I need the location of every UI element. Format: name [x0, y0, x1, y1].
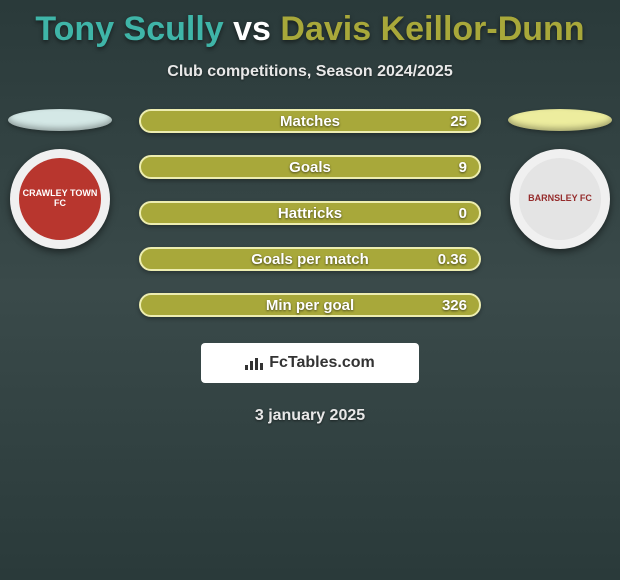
stat-row: Matches 25 [139, 109, 481, 133]
vs-text: vs [224, 10, 281, 48]
stat-value: 25 [450, 113, 467, 130]
date-text: 3 january 2025 [0, 407, 620, 425]
stat-rows: Matches 25 Goals 9 Hattricks 0 Goals per… [139, 109, 481, 317]
left-player-column: CRAWLEY TOWN FC [8, 109, 112, 249]
left-ellipse [8, 109, 112, 131]
right-player-column: BARNSLEY FC [508, 109, 612, 249]
stat-value: 0 [459, 205, 467, 222]
content-area: CRAWLEY TOWN FC BARNSLEY FC Matches 25 G… [0, 109, 620, 425]
left-club-badge-inner: CRAWLEY TOWN FC [19, 158, 101, 240]
right-club-badge-inner: BARNSLEY FC [519, 158, 601, 240]
watermark-text: FcTables.com [269, 354, 375, 372]
right-ellipse [508, 109, 612, 131]
stat-label: Min per goal [266, 297, 354, 314]
stat-label: Hattricks [278, 205, 342, 222]
comparison-title: Tony Scully vs Davis Keillor-Dunn [0, 0, 620, 49]
right-club-badge: BARNSLEY FC [510, 149, 610, 249]
player1-name: Tony Scully [35, 10, 223, 48]
player2-name: Davis Keillor-Dunn [280, 10, 584, 48]
watermark-box: FcTables.com [201, 343, 419, 383]
stat-value: 326 [442, 297, 467, 314]
stat-label: Matches [280, 113, 340, 130]
bar-chart-icon [245, 356, 263, 370]
stat-value: 9 [459, 159, 467, 176]
stat-label: Goals per match [251, 251, 369, 268]
stat-row: Min per goal 326 [139, 293, 481, 317]
stat-row: Goals 9 [139, 155, 481, 179]
left-club-badge: CRAWLEY TOWN FC [10, 149, 110, 249]
stat-label: Goals [289, 159, 331, 176]
stat-row: Hattricks 0 [139, 201, 481, 225]
stat-value: 0.36 [438, 251, 467, 268]
subtitle: Club competitions, Season 2024/2025 [0, 63, 620, 81]
stat-row: Goals per match 0.36 [139, 247, 481, 271]
